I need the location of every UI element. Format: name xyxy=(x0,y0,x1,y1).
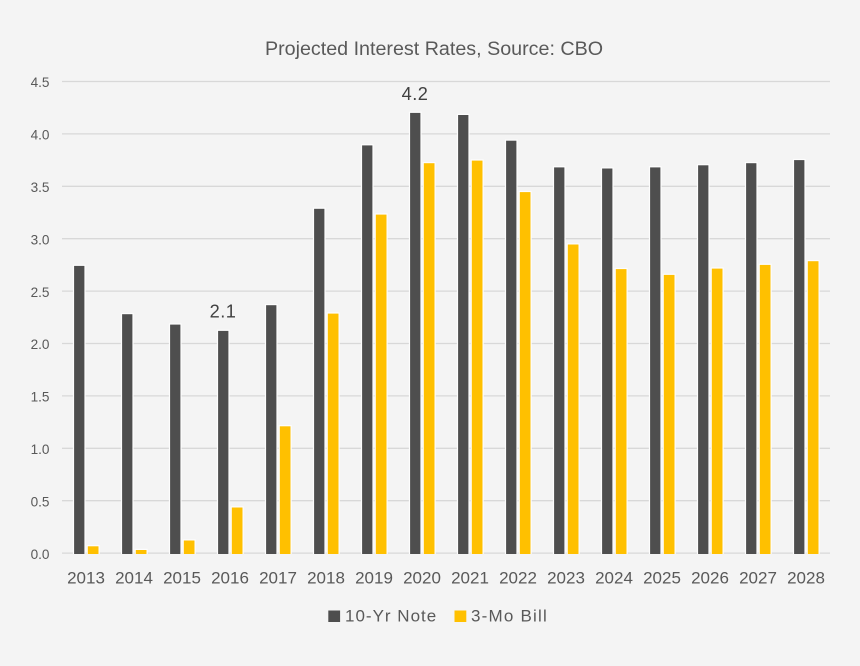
svg-text:2013: 2013 xyxy=(67,569,105,588)
svg-text:2023: 2023 xyxy=(547,569,585,588)
svg-text:2016: 2016 xyxy=(211,569,249,588)
svg-text:2027: 2027 xyxy=(739,569,777,588)
svg-text:4.5: 4.5 xyxy=(31,75,50,90)
svg-text:2025: 2025 xyxy=(643,569,681,588)
svg-text:0.0: 0.0 xyxy=(31,547,50,562)
svg-text:2024: 2024 xyxy=(595,569,633,588)
svg-text:Projected Interest Rates, Sour: Projected Interest Rates, Source: CBO xyxy=(265,38,603,60)
svg-text:2028: 2028 xyxy=(787,569,825,588)
svg-text:4.2: 4.2 xyxy=(402,84,429,104)
svg-text:3.5: 3.5 xyxy=(31,180,50,195)
svg-text:1.0: 1.0 xyxy=(31,442,50,457)
svg-text:2022: 2022 xyxy=(499,569,537,588)
svg-text:1.5: 1.5 xyxy=(31,390,50,405)
svg-text:10-Yr Note: 10-Yr Note xyxy=(345,607,437,626)
svg-text:2.5: 2.5 xyxy=(31,285,50,300)
svg-text:2026: 2026 xyxy=(691,569,729,588)
svg-text:2017: 2017 xyxy=(259,569,297,588)
svg-text:2014: 2014 xyxy=(115,569,153,588)
svg-text:0.5: 0.5 xyxy=(31,494,50,509)
svg-text:2.0: 2.0 xyxy=(31,337,50,352)
svg-text:4.0: 4.0 xyxy=(31,128,50,143)
svg-text:2020: 2020 xyxy=(403,569,441,588)
svg-text:3.0: 3.0 xyxy=(31,232,50,247)
svg-text:2021: 2021 xyxy=(451,569,489,588)
svg-text:2015: 2015 xyxy=(163,569,201,588)
svg-text:2018: 2018 xyxy=(307,569,345,588)
svg-text:3-Mo Bill: 3-Mo Bill xyxy=(471,607,548,626)
svg-text:2.1: 2.1 xyxy=(210,302,237,322)
svg-text:2019: 2019 xyxy=(355,569,393,588)
